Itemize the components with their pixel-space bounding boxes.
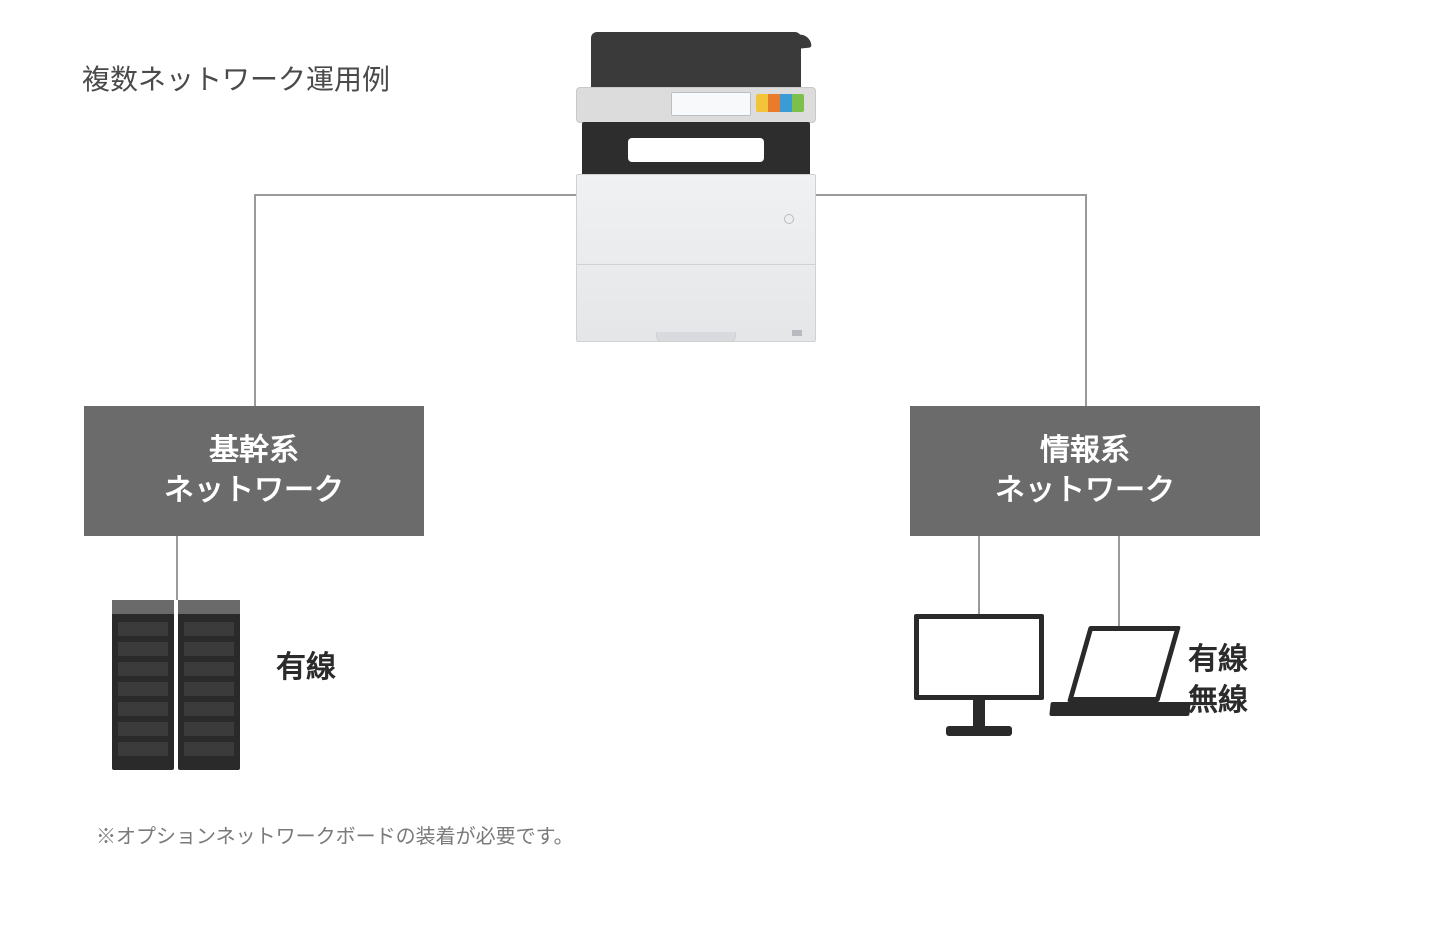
monitor-icon bbox=[914, 614, 1044, 738]
diagram-title: 複数ネットワーク運用例 bbox=[82, 58, 390, 98]
diagram-stage: 複数ネットワーク運用例 基幹系ネットワーク 情報系ネットワーク 有線 有線 無線 bbox=[0, 0, 1431, 952]
left-network-label: 基幹系ネットワーク bbox=[164, 431, 344, 512]
left-to-server-v bbox=[176, 536, 178, 600]
right-connector-v bbox=[1085, 194, 1087, 406]
server-rack-icon bbox=[112, 600, 240, 770]
right-network-label: 情報系ネットワーク bbox=[995, 431, 1175, 512]
right-device-label-line2: 無線 bbox=[1188, 684, 1248, 717]
right-connector-h bbox=[816, 194, 1085, 196]
laptop-icon bbox=[1050, 626, 1190, 718]
right-device-label: 有線 無線 bbox=[1188, 640, 1248, 721]
right-to-laptop-v bbox=[1118, 536, 1120, 626]
left-device-label: 有線 bbox=[276, 648, 336, 689]
footnote: ※オプションネットワークボードの装着が必要です。 bbox=[96, 820, 574, 849]
right-device-label-line1: 有線 bbox=[1188, 643, 1248, 676]
left-network-box: 基幹系ネットワーク bbox=[84, 406, 424, 536]
left-connector-v bbox=[254, 194, 256, 406]
right-to-monitor-v bbox=[978, 536, 980, 614]
right-network-box: 情報系ネットワーク bbox=[910, 406, 1260, 536]
printer-icon bbox=[576, 32, 816, 348]
left-connector-h bbox=[254, 194, 576, 196]
